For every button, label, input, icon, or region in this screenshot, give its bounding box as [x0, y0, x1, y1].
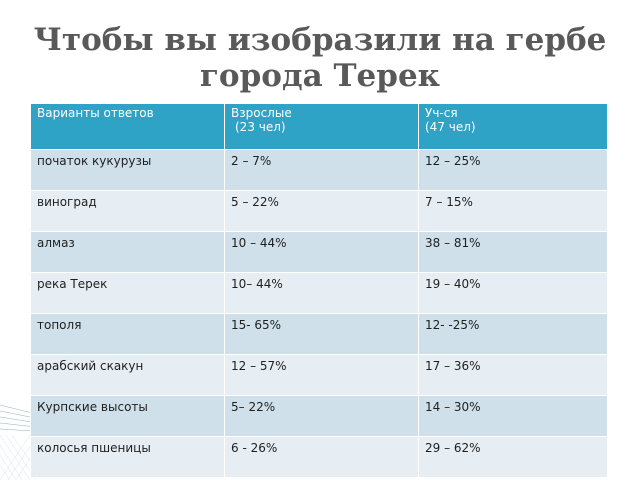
table-row: река Терек 10– 44% 19 – 40% — [30, 272, 608, 314]
slide-title-line-1: Чтобы вы изобразили на гербе — [33, 22, 607, 58]
cell-students-value: 19 – 40% — [418, 272, 608, 314]
cell-students-value: 12 – 25% — [418, 149, 608, 191]
cell-answer-option: река Терек — [30, 272, 225, 314]
cell-adults-value: 15- 65% — [224, 313, 419, 355]
cell-answer-option: початок кукурузы — [30, 149, 225, 191]
survey-results-table: Варианты ответов Взрослые (23 чел) Уч-ся… — [30, 103, 608, 478]
cell-adults-value: 2 – 7% — [224, 149, 419, 191]
cell-adults-value: 5– 22% — [224, 395, 419, 437]
cell-students-value: 12- -25% — [418, 313, 608, 355]
header-adults: Взрослые (23 чел) — [224, 103, 419, 150]
table-row: арабский скакун 12 – 57% 17 – 36% — [30, 354, 608, 396]
cell-adults-value: 6 - 26% — [224, 436, 419, 478]
cell-answer-option: Курпские высоты — [30, 395, 225, 437]
slide-title-line-2: города Терек — [199, 58, 441, 94]
cell-adults-value: 10 – 44% — [224, 231, 419, 273]
cell-answer-option: алмаз — [30, 231, 225, 273]
cell-students-value: 14 – 30% — [418, 395, 608, 437]
table-row: початок кукурузы 2 – 7% 12 – 25% — [30, 149, 608, 191]
header-answer-options: Варианты ответов — [30, 103, 225, 150]
cell-answer-option: тополя — [30, 313, 225, 355]
cell-students-value: 7 – 15% — [418, 190, 608, 232]
table-row: Курпские высоты 5– 22% 14 – 30% — [30, 395, 608, 437]
table-row: алмаз 10 – 44% 38 – 81% — [30, 231, 608, 273]
cell-answer-option: арабский скакун — [30, 354, 225, 396]
cell-students-value: 17 – 36% — [418, 354, 608, 396]
cell-students-value: 38 – 81% — [418, 231, 608, 273]
table-header-row: Варианты ответов Взрослые (23 чел) Уч-ся… — [30, 103, 608, 150]
cell-adults-value: 12 – 57% — [224, 354, 419, 396]
table-row: колосья пшеницы 6 - 26% 29 – 62% — [30, 436, 608, 478]
cell-adults-value: 10– 44% — [224, 272, 419, 314]
table-row: тополя 15- 65% 12- -25% — [30, 313, 608, 355]
cell-answer-option: виноград — [30, 190, 225, 232]
cell-adults-value: 5 – 22% — [224, 190, 419, 232]
cell-students-value: 29 – 62% — [418, 436, 608, 478]
table-row: виноград 5 – 22% 7 – 15% — [30, 190, 608, 232]
cell-answer-option: колосья пшеницы — [30, 436, 225, 478]
slide-title: Чтобы вы изобразили на гербе города Тере… — [0, 22, 640, 94]
header-students: Уч-ся (47 чел) — [418, 103, 608, 150]
